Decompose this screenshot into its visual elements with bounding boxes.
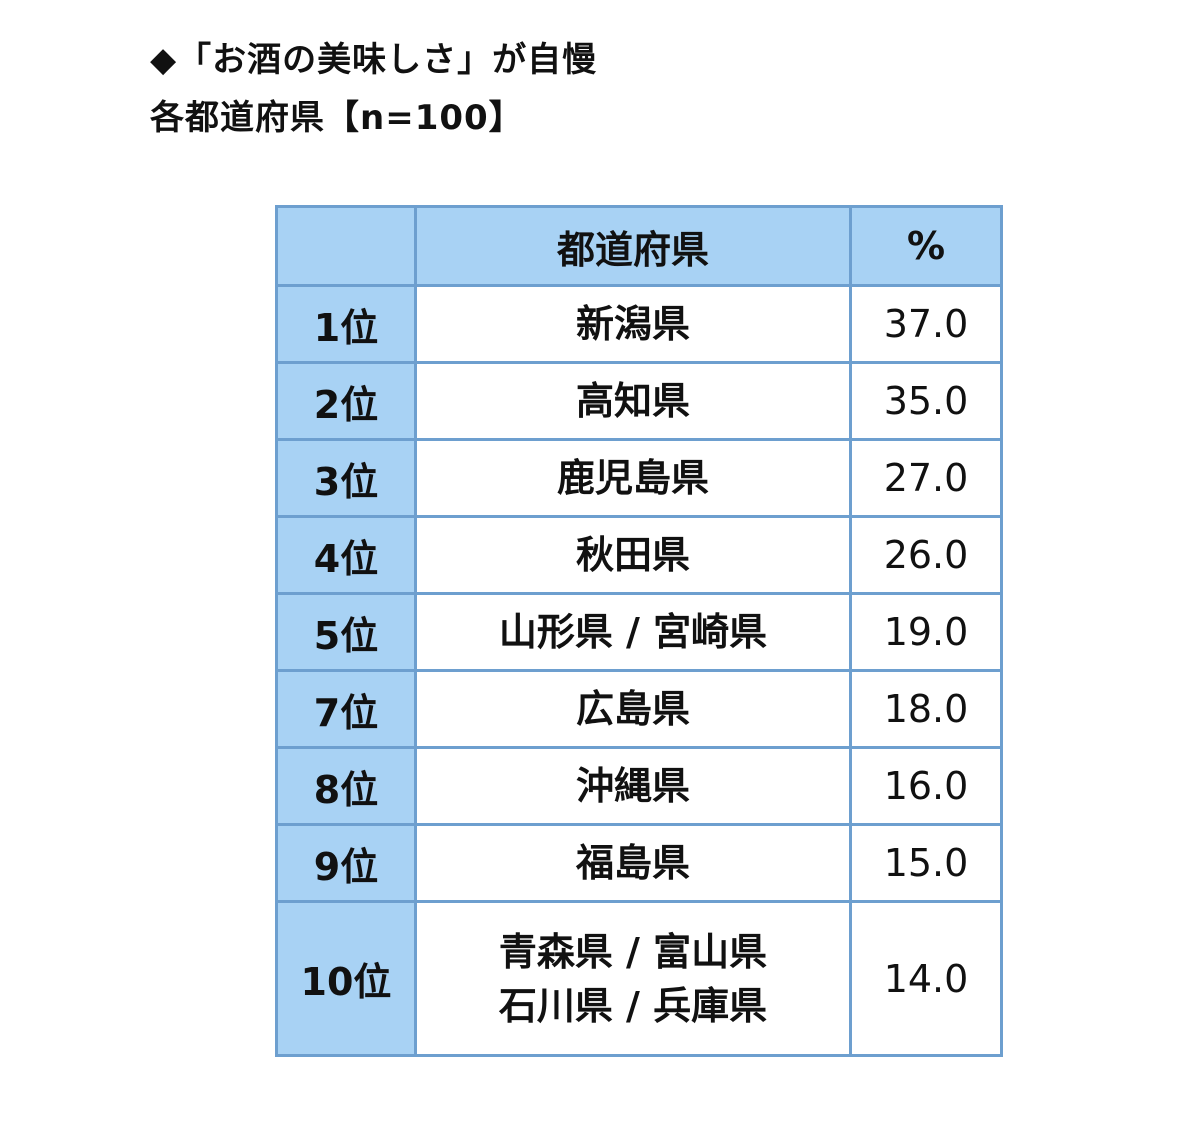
rank-cell: 8位 (275, 746, 417, 826)
rank-cell: 9位 (275, 823, 417, 903)
table-row: 7位 広島県 18.0 (275, 669, 1003, 749)
rank-cell: 4位 (275, 515, 417, 595)
prefecture-name: 新潟県 (575, 302, 690, 346)
prefecture-name: 福島県 (575, 841, 690, 885)
prefecture-cell: 新潟県 (414, 284, 852, 364)
table-row: 10位 青森県 / 富山県 石川県 / 兵庫県 14.0 (275, 900, 1003, 1057)
prefecture-name: 沖縄県 (575, 764, 690, 808)
prefecture-cell: 沖縄県 (414, 746, 852, 826)
prefecture-cell: 青森県 / 富山県 石川県 / 兵庫県 (414, 900, 852, 1057)
prefecture-cell: 鹿児島県 (414, 438, 852, 518)
percent-cell: 26.0 (849, 515, 1003, 595)
rank-cell: 10位 (275, 900, 417, 1057)
percent-cell: 16.0 (849, 746, 1003, 826)
chart-title: ◆「お酒の美味しさ」が自慢 (150, 40, 598, 80)
rank-cell: 3位 (275, 438, 417, 518)
prefecture-name: 高知県 (575, 379, 690, 423)
ranking-table: 都道府県 % 1位 新潟県 37.0 2位 高知県 35.0 3位 鹿児島県 27.0 4位 秋田県… (275, 205, 1003, 1057)
header-prefecture: 都道府県 (414, 205, 852, 287)
percent-cell: 15.0 (849, 823, 1003, 903)
percent-cell: 19.0 (849, 592, 1003, 672)
table-row: 3位 鹿児島県 27.0 (275, 438, 1003, 518)
table-row: 1位 新潟県 37.0 (275, 284, 1003, 364)
percent-cell: 37.0 (849, 284, 1003, 364)
percent-cell: 18.0 (849, 669, 1003, 749)
prefecture-name: 山形県 / 宮崎県 (498, 610, 768, 654)
header-rank (275, 205, 417, 287)
prefecture-cell: 山形県 / 宮崎県 (414, 592, 852, 672)
prefecture-name: 広島県 (575, 687, 690, 731)
rank-cell: 7位 (275, 669, 417, 749)
chart-subtitle: 各都道府県【n=100】 (150, 98, 524, 138)
prefecture-name: 鹿児島県 (556, 456, 709, 500)
table-row: 9位 福島県 15.0 (275, 823, 1003, 903)
prefecture-name: 秋田県 (575, 533, 690, 577)
prefecture-cell: 秋田県 (414, 515, 852, 595)
header-row: 都道府県 % (275, 205, 1003, 287)
prefecture-cell: 広島県 (414, 669, 852, 749)
percent-cell: 35.0 (849, 361, 1003, 441)
prefecture-name: 石川県 / 兵庫県 (498, 983, 768, 1028)
prefecture-name: 青森県 / 富山県 (498, 929, 768, 974)
header-percent: % (849, 205, 1003, 287)
table-row: 4位 秋田県 26.0 (275, 515, 1003, 595)
table-row: 8位 沖縄県 16.0 (275, 746, 1003, 826)
rank-cell: 2位 (275, 361, 417, 441)
rank-cell: 5位 (275, 592, 417, 672)
table-row: 5位 山形県 / 宮崎県 19.0 (275, 592, 1003, 672)
percent-cell: 27.0 (849, 438, 1003, 518)
rank-cell: 1位 (275, 284, 417, 364)
prefecture-cell: 高知県 (414, 361, 852, 441)
percent-cell: 14.0 (849, 900, 1003, 1057)
prefecture-cell: 福島県 (414, 823, 852, 903)
table-row: 2位 高知県 35.0 (275, 361, 1003, 441)
